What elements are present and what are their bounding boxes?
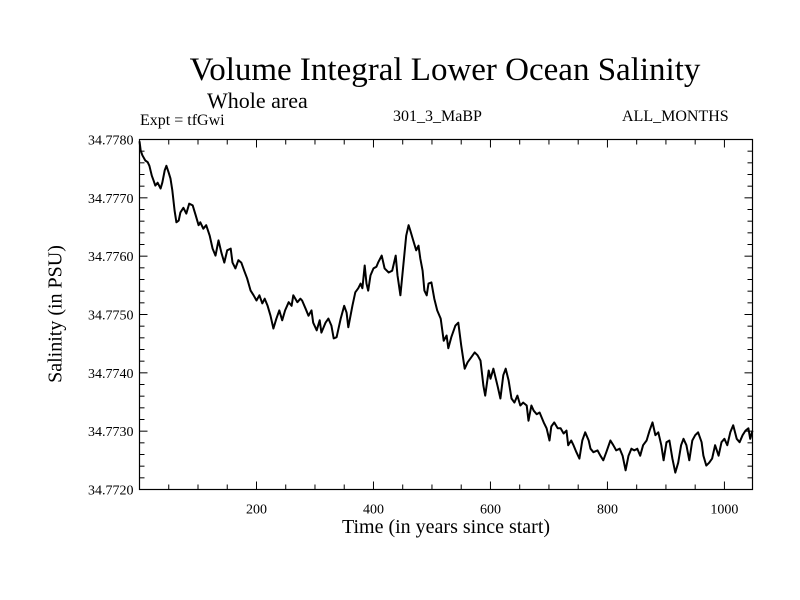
x-tick-label: 600	[480, 503, 501, 518]
y-tick-label: 34.7760	[88, 250, 134, 265]
y-tick-label: 34.7720	[88, 484, 134, 499]
y-tick-label: 34.7740	[88, 367, 134, 382]
y-tick-label: 34.7780	[88, 134, 134, 149]
chart-subtitle: Whole area	[207, 88, 308, 113]
run-label: 301_3_MaBP	[393, 108, 482, 125]
plot-frame	[138, 138, 754, 491]
months-label: ALL_MONTHS	[622, 108, 729, 125]
chart-title: Volume Integral Lower Ocean Salinity	[189, 52, 701, 88]
x-axis-label: Time (in years since start)	[341, 516, 551, 538]
y-tick-label: 34.7730	[88, 425, 134, 440]
y-tick-label: 34.7750	[88, 309, 134, 324]
experiment-label: Expt = tfGwi	[140, 112, 225, 129]
salinity-series-line	[138, 141, 754, 474]
y-tick-label: 34.7770	[88, 192, 134, 207]
x-tick-label: 1000	[710, 503, 738, 518]
x-tick-label: 200	[246, 503, 267, 518]
series-group	[138, 141, 754, 474]
x-tick-label: 400	[363, 503, 384, 518]
x-tick-label: 800	[597, 503, 618, 518]
axes: 200 400 600 800 1000 34.7720 34.7730 34.7740 34.…	[88, 134, 754, 518]
